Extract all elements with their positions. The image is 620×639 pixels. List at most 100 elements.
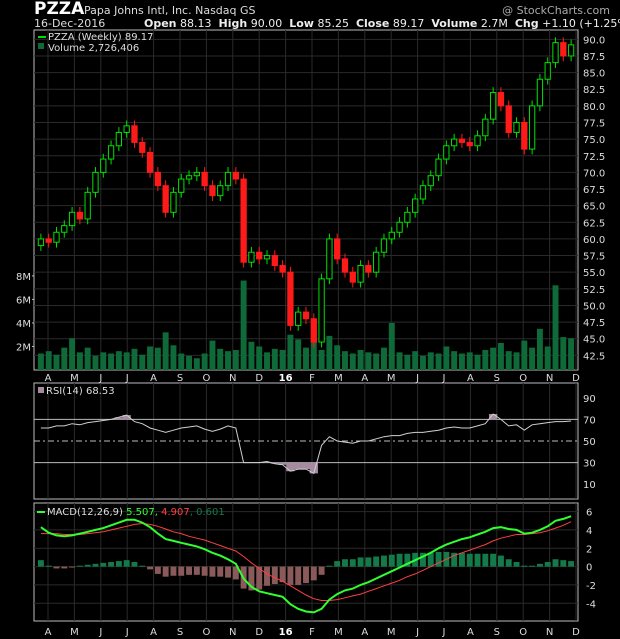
price-candle: [396, 221, 403, 233]
macd-histogram-bar: [373, 556, 380, 567]
macd-histogram-bar: [92, 563, 99, 567]
volume-bar: [147, 346, 154, 370]
rsi-axis-label: 90: [583, 394, 596, 405]
price-axis-label: 55.0: [583, 268, 605, 279]
macd-histogram-bar: [318, 566, 325, 575]
price-candle: [560, 42, 567, 57]
volume-bar: [349, 353, 356, 370]
quote-stats: Open 88.13 High 90.00 Low 85.25 Close 89…: [144, 17, 620, 30]
brand-watermark: @ StockCharts.com: [502, 4, 610, 17]
x-tick-label-bottom: D: [572, 627, 580, 638]
macd-histogram-bar: [225, 566, 231, 578]
volume-bar: [139, 354, 146, 370]
macd-histogram-bar: [349, 559, 356, 567]
macd-axis-label: -2: [586, 581, 596, 592]
macd-histogram-bar: [310, 566, 317, 581]
x-tick-label: J: [125, 373, 129, 384]
volume-legend-swatch: [38, 43, 44, 49]
price-candle: [123, 125, 130, 133]
x-tick-label: A: [467, 373, 474, 384]
volume-bar: [37, 353, 44, 370]
volume-axis-label: 8M: [16, 272, 31, 283]
macd-histogram-bar: [490, 553, 497, 567]
x-tick-label-bottom: O: [202, 627, 210, 638]
price-candle: [100, 158, 107, 173]
volume-bar: [427, 352, 434, 370]
low-value: 85.25: [317, 17, 349, 30]
macd-histogram-bar: [76, 565, 83, 567]
volume-bar: [61, 347, 68, 370]
price-axis-label: 80.0: [583, 102, 605, 113]
volume-bar: [115, 351, 122, 370]
volume-legend: Volume 2,726,406: [48, 43, 139, 54]
volume-bar: [404, 354, 411, 370]
x-tick-label-bottom: D: [255, 627, 263, 638]
volume-bar: [53, 354, 60, 370]
macd-histogram-bar: [560, 560, 567, 567]
volume-bar: [45, 351, 52, 370]
volume-bar: [334, 345, 341, 370]
open-label: Open: [144, 17, 177, 30]
price-candle: [474, 135, 481, 147]
macd-histogram-bar: [435, 551, 442, 567]
volume-bar: [279, 350, 286, 370]
price-candle: [76, 211, 84, 220]
volume-bar: [123, 352, 130, 370]
macd-axis-label: 6: [586, 508, 592, 519]
price-candle: [68, 211, 76, 227]
exchange-name: Nasdaq GS: [195, 4, 256, 17]
price-candle: [248, 251, 255, 263]
volume-bar: [170, 345, 177, 370]
macd-histogram-bar: [108, 562, 115, 567]
price-candle: [482, 118, 489, 137]
price-candle: [412, 198, 419, 213]
price-axis-label: 67.5: [583, 185, 605, 196]
price-axis-label: 72.5: [583, 152, 605, 163]
macd-axis-label: 4: [586, 526, 592, 537]
volume-bar: [92, 355, 99, 370]
x-tick-label-bottom: F: [309, 627, 315, 638]
rsi-legend-swatch: [38, 387, 44, 393]
price-candle: [365, 265, 372, 273]
macd-histogram-bar: [334, 561, 341, 567]
price-candle: [404, 211, 411, 223]
x-tick-label-bottom: A: [45, 627, 52, 638]
price-candle: [37, 238, 45, 247]
x-tick-label: 16: [279, 373, 293, 384]
macd-histogram-bar: [84, 564, 91, 567]
macd-histogram-bar: [61, 566, 68, 569]
price-candle: [380, 238, 388, 253]
macd-histogram-bar: [279, 566, 286, 583]
price-candle: [450, 138, 458, 147]
volume-bar: [458, 353, 465, 370]
price-candle: [505, 105, 512, 133]
price-candle: [567, 44, 575, 57]
macd-histogram-bar: [458, 552, 465, 567]
macd-histogram-bar: [388, 554, 395, 567]
volume-bar: [154, 347, 161, 370]
volume-bar: [232, 350, 239, 370]
x-tick-label: N: [546, 373, 553, 384]
price-candle: [201, 171, 208, 187]
macd-histogram-bar: [466, 553, 473, 567]
x-tick-label: O: [519, 373, 527, 384]
price-axis-label: 70.0: [583, 168, 605, 179]
volume-bar: [412, 351, 419, 370]
macd-histogram-bar: [497, 555, 504, 567]
close-value: 89.17: [392, 17, 425, 30]
price-candle: [131, 125, 138, 143]
macd-histogram-bar: [396, 553, 403, 567]
price-candle: [263, 255, 271, 260]
macd-histogram-bar: [186, 566, 193, 575]
macd-histogram-bar: [513, 562, 520, 567]
volume-bar: [240, 280, 247, 370]
volume-bar: [131, 348, 138, 370]
volume-bar: [84, 347, 91, 370]
price-candle: [435, 158, 442, 177]
price-candle: [419, 185, 427, 200]
volume-bar: [69, 338, 76, 370]
close-label: Close: [355, 17, 390, 30]
volume-axis-label: 6M: [16, 295, 31, 306]
x-tick-label-bottom: M: [70, 627, 79, 638]
volume-bar: [318, 350, 325, 370]
